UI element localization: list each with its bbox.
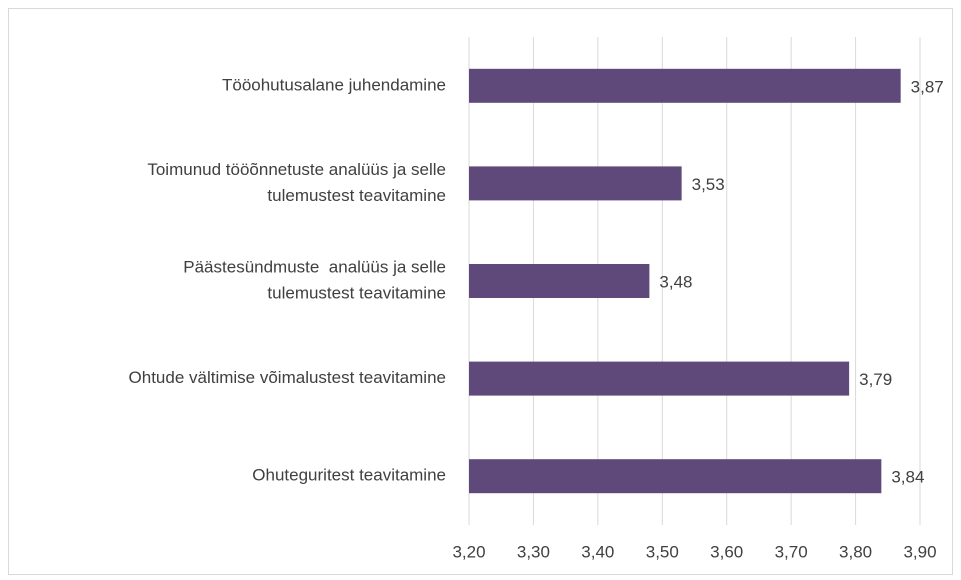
x-tick-label: 3,70 [775, 542, 808, 561]
y-tick-label: Tööohutusalane juhendamine [222, 75, 446, 94]
x-tick-label: 3,50 [646, 542, 679, 561]
x-tick-label: 3,30 [517, 542, 550, 561]
data-label: 3,87 [911, 77, 944, 96]
y-tick-label: Ohtude vältimise võimalustest teavitamin… [129, 368, 446, 387]
x-tick-label: 3,20 [452, 542, 485, 561]
y-tick-label: Toimunud tööõnnetuste analüüs ja selle [147, 160, 446, 179]
x-tick-label: 3,40 [581, 542, 614, 561]
data-label: 3,53 [692, 175, 725, 194]
bar [469, 459, 882, 494]
y-tick-label: Päästesündmuste analüüs ja selle [183, 257, 446, 276]
y-tick-label: tulemustest teavitamine [267, 283, 446, 302]
x-tick-label: 3,90 [903, 542, 936, 561]
data-label: 3,84 [891, 468, 924, 487]
data-label: 3,48 [659, 272, 692, 291]
y-tick-label: tulemustest teavitamine [267, 186, 446, 205]
bar [469, 166, 682, 201]
bar [469, 361, 850, 396]
bar [469, 264, 650, 298]
x-tick-label: 3,60 [710, 542, 743, 561]
y-tick-label: Ohuteguritest teavitamine [252, 466, 446, 485]
data-label: 3,79 [859, 370, 892, 389]
x-tick-label: 3,80 [839, 542, 872, 561]
bar [469, 68, 901, 103]
